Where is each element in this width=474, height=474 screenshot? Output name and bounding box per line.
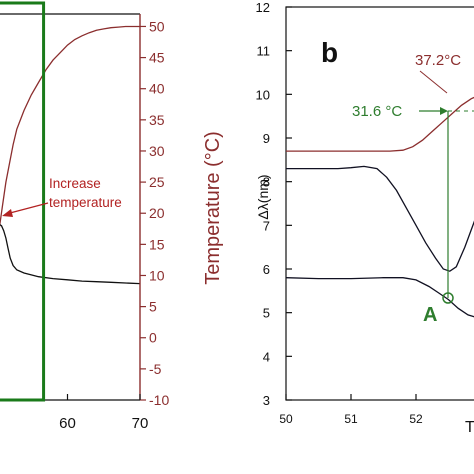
left-x-tick-label: 70 xyxy=(132,415,149,432)
annotation-temperature: temperature xyxy=(49,195,122,210)
point-a-marker xyxy=(442,292,454,304)
right-axis-tick-label: 20 xyxy=(149,205,165,221)
panel-b-series-line-0 xyxy=(286,96,474,152)
right-axis-label: Temperature (°C) xyxy=(202,131,224,285)
panel-b-series-group xyxy=(285,96,474,318)
panel-b-x-axis-label: T xyxy=(465,419,474,436)
panel-b-label: b xyxy=(321,37,338,68)
left-right-axis-ticks: -10 -5 0 5 10 15 20 25 30 35 40 45 50 xyxy=(140,18,169,408)
left-series-line-0 xyxy=(0,25,140,228)
left-x-axis-ticks: 60 70 xyxy=(59,394,148,432)
panel-b-y-tick-label: 3 xyxy=(263,393,270,408)
panel-b-series-line-2 xyxy=(285,277,474,318)
panel-b-x-tick-label: 51 xyxy=(344,412,358,426)
annotation-31-6: 31.6 °C xyxy=(352,103,402,120)
panel-b-y-axis-label: Δλ(nm) xyxy=(255,174,271,219)
panel-b-y-tick-label: 7 xyxy=(263,218,270,233)
panel-b-series-line-1 xyxy=(286,165,474,272)
panel-b-y-tick-label: 11 xyxy=(257,44,271,59)
panel-b: 3 4 5 6 7 8 9 10 11 12 50 51 52 Δλ(nm) b 37.2°C 31.… xyxy=(255,0,474,436)
panel-b-x-tick-label: 50 xyxy=(279,412,293,426)
right-axis-tick-label: 45 xyxy=(149,50,165,66)
left-series-line-1 xyxy=(0,224,141,285)
panel-b-frame xyxy=(285,6,474,401)
right-axis-tick-label: -5 xyxy=(149,361,162,377)
panel-b-y-tick-label: 5 xyxy=(263,306,270,321)
right-axis-tick-label: 50 xyxy=(149,18,165,34)
point-a-label: A xyxy=(423,304,437,326)
left-panel: -10 -5 0 5 10 15 20 25 30 35 40 45 50 60 70 Temperatu… xyxy=(0,1,224,432)
right-axis-tick-label: 5 xyxy=(149,299,157,315)
panel-b-y-tick-label: 4 xyxy=(263,349,270,364)
highlight-box xyxy=(0,1,46,402)
panel-b-y-tick-label: 8 xyxy=(263,175,270,190)
right-axis-tick-label: 10 xyxy=(149,267,165,283)
right-axis-tick-label: 0 xyxy=(149,330,157,346)
annotation-arrow-head xyxy=(2,209,13,217)
panel-b-y-tick-label: 6 xyxy=(263,262,270,277)
annotation-arrow-line xyxy=(9,202,49,214)
right-axis-tick-label: 15 xyxy=(149,236,165,252)
left-series-group xyxy=(0,25,141,285)
panel-b-y-tick-label: 9 xyxy=(263,131,270,146)
annotation-31-6-arrowhead xyxy=(440,107,448,115)
annotation-37-2-leader xyxy=(419,70,448,94)
annotation-37-2: 37.2°C xyxy=(415,52,461,69)
right-axis-tick-label: 25 xyxy=(149,174,165,190)
left-x-tick-label: 60 xyxy=(59,415,76,432)
right-axis-tick-label: 30 xyxy=(149,143,165,159)
panel-b-y-tick-label: 10 xyxy=(256,87,270,102)
annotation-increase: Increase xyxy=(49,176,101,191)
right-axis-tick-label: 40 xyxy=(149,81,165,97)
right-axis-tick-label: 35 xyxy=(149,112,165,128)
right-axis-tick-label: -10 xyxy=(149,392,169,408)
panel-b-y-axis-ticks: 3 4 5 6 7 8 9 10 11 12 xyxy=(256,0,292,408)
panel-b-x-tick-label: 52 xyxy=(409,412,423,426)
panel-b-y-tick-label: 12 xyxy=(256,0,270,15)
panel-b-x-axis-ticks: 50 51 52 xyxy=(279,394,423,426)
